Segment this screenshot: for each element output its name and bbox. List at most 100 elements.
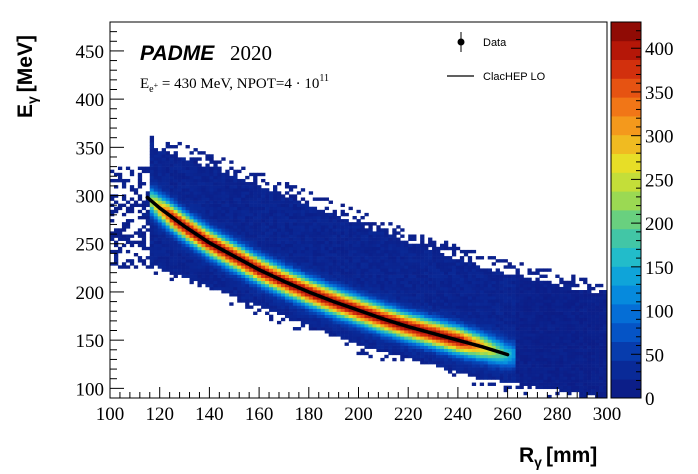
heatmap-cell xyxy=(141,182,147,186)
heatmap-cell xyxy=(157,200,162,204)
heatmap-cell xyxy=(392,234,397,238)
heatmap-cell xyxy=(296,240,302,245)
heatmap-cell xyxy=(332,246,337,251)
heatmap-cell xyxy=(459,317,465,322)
heatmap-cell xyxy=(332,219,337,223)
heatmap-cell xyxy=(241,277,246,282)
heatmap-cell xyxy=(304,203,310,208)
heatmap-cell xyxy=(280,311,286,316)
heatmap-cell xyxy=(324,327,329,331)
heatmap-cell xyxy=(396,286,401,291)
heatmap-cell xyxy=(507,286,512,291)
heatmap-cell xyxy=(340,262,345,266)
heatmap-cell xyxy=(515,296,520,300)
heatmap-cell xyxy=(603,351,607,356)
heatmap-cell xyxy=(447,293,453,297)
heatmap-cell xyxy=(400,234,405,238)
heatmap-cell xyxy=(173,222,178,226)
heatmap-cell xyxy=(177,175,182,180)
heatmap-cell xyxy=(467,348,473,353)
heatmap-cell xyxy=(161,203,166,208)
heatmap-cell xyxy=(583,342,588,346)
heatmap-cell xyxy=(487,314,492,319)
heatmap-cell xyxy=(412,234,417,238)
heatmap-cell xyxy=(245,256,250,260)
heatmap-cell xyxy=(292,234,298,238)
heatmap-cell xyxy=(527,280,532,285)
heatmap-cell xyxy=(320,231,326,235)
heatmap-cell xyxy=(455,274,461,278)
heatmap-cell xyxy=(324,243,329,248)
heatmap-cell xyxy=(551,364,556,368)
heatmap-cell xyxy=(515,354,520,359)
heatmap-cell xyxy=(261,219,266,223)
heatmap-cell xyxy=(495,299,500,303)
heatmap-cell xyxy=(344,277,349,282)
colorbar-band xyxy=(611,210,641,230)
heatmap-cell xyxy=(169,246,174,251)
heatmap-cell xyxy=(221,268,226,272)
heatmap-cell xyxy=(483,314,489,319)
heatmap-cell xyxy=(587,314,592,319)
heatmap-cell xyxy=(459,364,465,368)
heatmap-cell xyxy=(364,290,369,294)
heatmap-cell xyxy=(535,293,540,297)
heatmap-cell xyxy=(587,348,592,353)
heatmap-cell xyxy=(599,320,604,325)
heatmap-cell xyxy=(356,327,361,331)
heatmap-cell xyxy=(539,302,544,306)
heatmap-cell xyxy=(388,243,393,248)
heatmap-cell xyxy=(495,327,500,331)
heatmap-cell xyxy=(408,234,413,238)
heatmap-cell xyxy=(447,259,453,263)
heatmap-cell xyxy=(583,296,588,300)
heatmap-cell xyxy=(233,209,238,214)
heatmap-cell xyxy=(571,308,576,312)
heatmap-cell xyxy=(368,330,373,334)
heatmap-cell xyxy=(209,182,214,186)
heatmap-cell xyxy=(177,212,182,217)
heatmap-cell xyxy=(225,256,230,260)
heatmap-cell xyxy=(503,357,508,362)
heatmap-cell xyxy=(571,293,576,297)
x-tick-label: 100 xyxy=(96,404,125,425)
heatmap-cell xyxy=(372,302,377,306)
heatmap-cell xyxy=(288,286,294,291)
heatmap-cell xyxy=(432,351,437,356)
heatmap-cell xyxy=(424,327,429,331)
heatmap-cell xyxy=(249,296,254,300)
heatmap-cell xyxy=(575,354,580,359)
heatmap-cell xyxy=(499,364,504,368)
heatmap-cell xyxy=(153,219,159,223)
heatmap-cell xyxy=(479,370,485,374)
heatmap-cell xyxy=(209,259,214,263)
heatmap-cell xyxy=(515,308,520,312)
heatmap-cell xyxy=(328,215,333,220)
heatmap-cell xyxy=(364,283,369,288)
heatmap-cell xyxy=(316,308,322,312)
heatmap-cell xyxy=(324,219,329,223)
heatmap-cell xyxy=(372,296,377,300)
heatmap-cell xyxy=(388,268,393,272)
heatmap-cell xyxy=(420,336,425,340)
heatmap-cell xyxy=(312,305,318,309)
heatmap-cell xyxy=(523,364,528,368)
heatmap-cell xyxy=(571,305,576,309)
heatmap-cell xyxy=(356,336,361,340)
heatmap-cell xyxy=(173,253,178,257)
heatmap-cell xyxy=(296,305,302,309)
heatmap-cell xyxy=(169,154,174,158)
heatmap-cell xyxy=(376,317,381,322)
heatmap-cell xyxy=(416,283,421,288)
heatmap-cell xyxy=(595,327,600,331)
heatmap-cell xyxy=(368,262,373,266)
heatmap-cell xyxy=(475,373,481,377)
heatmap-cell xyxy=(300,302,306,306)
heatmap-cell xyxy=(288,311,294,316)
heatmap-cell xyxy=(161,148,166,152)
colorbar-band xyxy=(611,172,641,192)
heatmap-cell xyxy=(153,151,159,155)
heatmap-cell xyxy=(511,290,516,294)
heatmap-cell xyxy=(288,262,294,266)
heatmap-cell xyxy=(400,249,405,254)
